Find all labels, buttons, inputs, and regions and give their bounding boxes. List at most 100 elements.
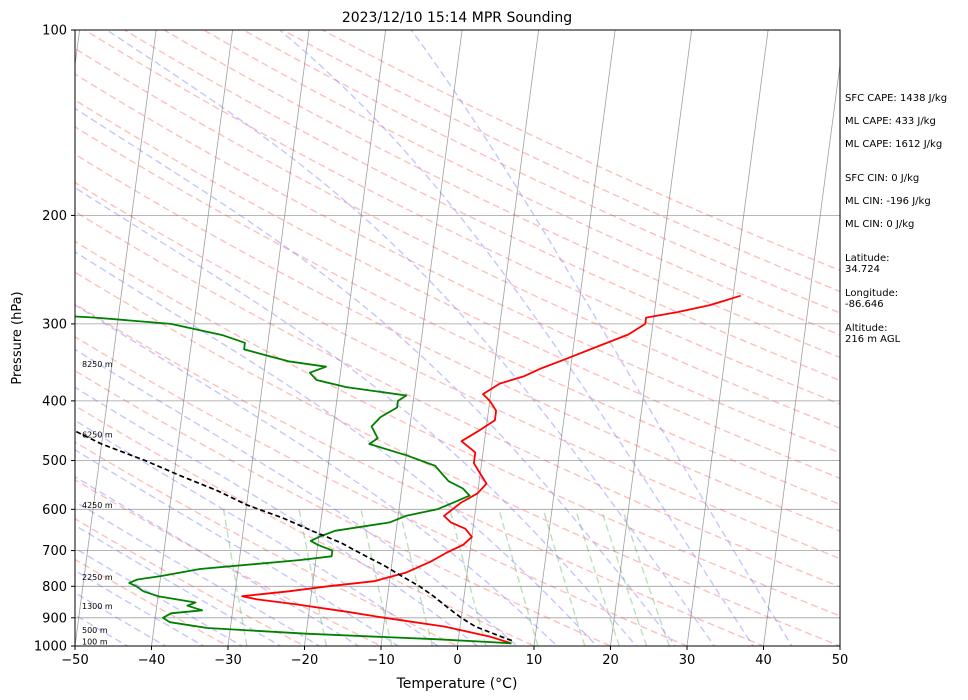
x-axis-ticks: −50 −40 −30 −20 −10 0 10 20 30 40 50 <box>61 646 848 668</box>
y-tick-label: 500 <box>42 454 67 469</box>
x-tick-label: −10 <box>367 653 394 668</box>
y-tick-label: 900 <box>42 611 67 626</box>
altitude-value: 216 m AGL <box>845 334 901 345</box>
isotherm-line <box>763 61 840 646</box>
isotherm-line <box>75 30 157 646</box>
sfc-cin-text: SFC CIN: 0 J/kg <box>845 173 920 184</box>
x-tick-label: −50 <box>61 653 88 668</box>
grid-lines <box>0 30 840 646</box>
moist-adiabat-line <box>75 348 519 646</box>
mixing-ratio-line <box>398 509 434 646</box>
dry-adiabat-line <box>75 240 840 617</box>
latitude-value: 34.724 <box>845 264 880 275</box>
y-axis-ticks: 1000 900 800 700 600 500 400 300 200 100 <box>34 24 75 655</box>
dry-adiabat-line <box>162 30 840 359</box>
height-label: 500 m <box>82 626 108 635</box>
height-label: 6250 m <box>82 430 113 439</box>
mixing-ratio-line <box>574 509 620 646</box>
dry-adiabat-line <box>75 303 766 646</box>
background-lines <box>75 30 840 646</box>
dry-adiabat-line <box>75 153 840 532</box>
dry-adiabat-line <box>75 271 840 646</box>
moist-adiabat-line <box>75 500 321 646</box>
y-tick-label: 600 <box>42 503 67 518</box>
ml-cape-text: ML CAPE: 433 J/kg <box>845 116 936 127</box>
dry-adiabat-line <box>75 126 840 506</box>
isotherm-line <box>380 30 463 646</box>
longitude-value: -86.646 <box>845 299 884 310</box>
isotherm-line <box>686 30 769 646</box>
parcel-line <box>75 430 513 642</box>
dry-adiabat-line <box>123 30 840 382</box>
moist-adiabat-line <box>75 569 206 646</box>
moist-adiabat-line <box>75 107 677 646</box>
chart-title: 2023/12/10 15:14 MPR Sounding <box>342 10 572 26</box>
y-tick-label: 800 <box>42 580 67 595</box>
latitude-label: Latitude: <box>845 253 890 264</box>
y-tick-label: 1000 <box>34 640 67 655</box>
x-tick-label: 10 <box>526 653 543 668</box>
ml-cin-text: ML CIN: -196 J/kg <box>845 196 931 207</box>
isotherm-line <box>0 30 3 646</box>
moist-adiabat-line <box>106 30 716 646</box>
dry-adiabat-line <box>75 181 840 560</box>
mixing-ratio-line <box>622 509 671 646</box>
y-tick-label: 200 <box>42 209 67 224</box>
dry-adiabat-line <box>281 30 840 293</box>
moist-adiabat-line <box>75 449 400 646</box>
mixing-ratio-line <box>498 509 539 646</box>
dewpoint-line <box>75 315 512 645</box>
ml-cin-text-2: ML CIN: 0 J/kg <box>845 219 915 230</box>
plot-frame <box>74 29 841 647</box>
dry-adiabat-line <box>75 210 840 588</box>
mixing-ratio-line <box>600 509 648 646</box>
mixing-ratio-line <box>298 509 328 646</box>
height-label: 1300 m <box>82 602 113 611</box>
dry-adiabat-line <box>75 99 840 480</box>
moist-adiabat-line <box>75 475 360 646</box>
isotherm-line <box>151 30 233 646</box>
dry-adiabat-line <box>75 47 840 429</box>
moist-adiabat-line <box>75 386 479 646</box>
y-tick-label: 100 <box>42 24 67 39</box>
x-axis-label: Temperature (°C) <box>396 676 518 692</box>
height-label: 2250 m <box>82 573 113 582</box>
dry-adiabat-line <box>75 478 383 646</box>
x-tick-label: −20 <box>291 653 318 668</box>
dry-adiabat-line <box>75 558 230 646</box>
temperature-line <box>241 294 741 645</box>
isotherm-line <box>304 30 386 646</box>
dry-adiabat-line <box>75 369 613 646</box>
x-tick-label: −40 <box>138 653 165 668</box>
y-tick-label: 400 <box>42 394 67 409</box>
x-tick-label: −30 <box>214 653 241 668</box>
height-label: 4250 m <box>82 501 113 510</box>
isotherm-line <box>227 30 310 646</box>
y-tick-label: 700 <box>42 544 67 559</box>
isotherm-line <box>610 30 692 646</box>
x-tick-label: 20 <box>602 653 619 668</box>
y-tick-label: 300 <box>42 317 67 332</box>
x-tick-label: 50 <box>832 653 849 668</box>
mixing-ratio-line <box>542 509 586 646</box>
dry-adiabat-line <box>75 336 689 646</box>
sfc-cape-text: SFC CAPE: 1438 J/kg <box>845 93 948 104</box>
height-label: 100 m <box>82 638 108 647</box>
height-label: 8250 m <box>82 360 113 369</box>
x-tick-label: 0 <box>453 653 461 668</box>
height-labels: 100 m 500 m 1300 m 2250 m 4250 m 6250 m 8250 m <box>82 360 113 646</box>
moist-adiabat-line <box>75 186 638 646</box>
dry-adiabat-line <box>202 30 840 336</box>
dry-adiabat-line <box>75 404 536 646</box>
y-axis-label: Pressure (hPa) <box>10 291 25 384</box>
moist-adiabat-line <box>410 30 793 646</box>
x-tick-label: 40 <box>755 653 772 668</box>
dry-adiabat-line <box>75 441 460 646</box>
moist-adiabat-line <box>279 30 755 646</box>
moist-adiabat-line <box>75 419 439 646</box>
dry-adiabat-line <box>75 73 840 454</box>
x-tick-label: 30 <box>679 653 696 668</box>
sounding-info-panel: SFC CAPE: 1438 J/kg ML CAPE: 433 J/kg ML… <box>845 0 968 700</box>
isotherm-line <box>533 30 616 646</box>
